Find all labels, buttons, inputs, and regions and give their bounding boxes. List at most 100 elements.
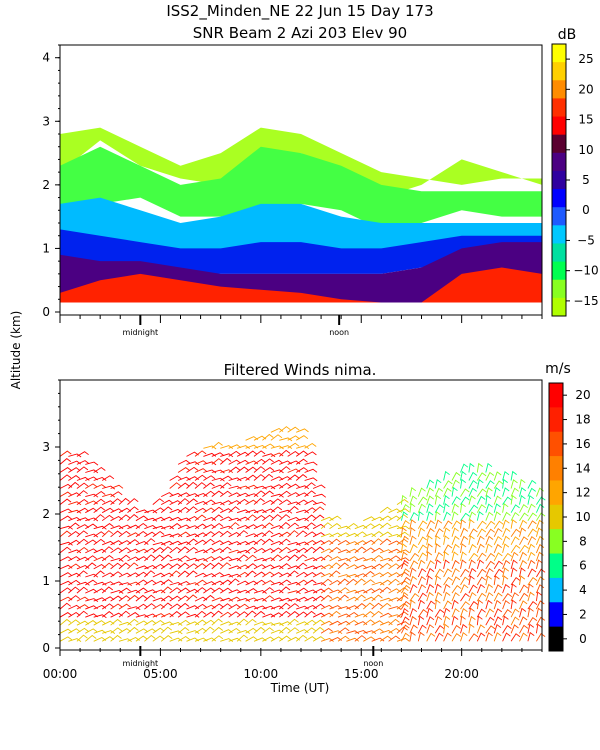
wind-barb — [270, 571, 283, 578]
wind-barb — [337, 635, 350, 642]
wind-barb — [443, 623, 450, 634]
wind-barb — [135, 540, 149, 546]
wind-barb — [279, 602, 291, 610]
wind-barb — [417, 536, 427, 546]
wind-barb — [211, 477, 225, 482]
x-axis-label: Time (UT) — [270, 681, 330, 695]
wind-barb — [211, 635, 224, 642]
snr-band-minus15 — [60, 127, 542, 198]
wind-barb — [262, 530, 274, 538]
wind-barb — [152, 635, 165, 642]
wind-barb — [443, 527, 451, 537]
wind-barb — [68, 467, 81, 473]
wind-barb — [295, 467, 309, 473]
wind-barb — [118, 621, 132, 626]
wind-barb — [85, 523, 98, 530]
snr-ytick-label: 1 — [42, 241, 50, 255]
wind-barb — [468, 480, 478, 489]
wind-barb — [279, 449, 291, 457]
wind-barb — [460, 623, 468, 634]
wind-barb — [493, 503, 501, 513]
wind-barb — [527, 583, 534, 594]
wind-barb — [417, 609, 428, 618]
wind-barb — [93, 506, 106, 514]
wind-barb — [152, 627, 165, 634]
wind-barb — [426, 503, 434, 513]
wind-barb — [253, 474, 266, 481]
wind-barb — [135, 635, 148, 642]
wind-barb — [468, 607, 475, 618]
wind-barb — [426, 535, 433, 545]
wind-barb — [59, 618, 72, 626]
wind-barb — [354, 635, 367, 642]
wind-barb — [169, 482, 181, 489]
wind-barb — [262, 587, 274, 594]
wind-barb — [510, 494, 517, 505]
wind-barb — [194, 549, 208, 554]
wind-barb — [535, 600, 545, 610]
wind-barb — [236, 629, 250, 634]
wind-barb — [493, 471, 502, 481]
wind-colorbar-label: 10 — [575, 510, 590, 524]
wind-barb — [194, 619, 207, 626]
wind-barb — [409, 599, 416, 610]
wind-barb — [493, 552, 503, 562]
wind-barb — [203, 619, 216, 626]
wind-barb — [379, 531, 393, 538]
wind-barb — [527, 551, 536, 562]
chart-title-line2: SNR Beam 2 Azi 203 Elev 90 — [193, 24, 407, 42]
wind-barb — [85, 539, 98, 546]
wind-barb — [160, 595, 173, 602]
wind-barb — [396, 514, 408, 522]
wind-barb — [400, 616, 410, 626]
wind-barb — [485, 471, 495, 481]
wind-barb — [253, 571, 266, 578]
wind-barb — [536, 568, 546, 578]
wind-barb — [388, 534, 402, 538]
wind-barb — [409, 502, 416, 513]
wind-barb — [451, 567, 460, 578]
wind-barb — [253, 466, 266, 473]
wind-barb — [468, 600, 479, 610]
wind-barb — [118, 514, 131, 522]
wind-barb — [493, 495, 502, 505]
wind-barb — [85, 476, 98, 481]
wind-barb — [493, 568, 504, 578]
wind-barb — [312, 493, 327, 498]
wind-barb — [152, 572, 166, 578]
wind-barb — [236, 530, 249, 538]
wind-barb — [236, 549, 251, 554]
wind-barb — [118, 540, 132, 546]
wind-barb — [245, 610, 257, 618]
wind-barb — [76, 530, 88, 538]
wind-barb — [228, 517, 242, 522]
wind-barb — [400, 535, 409, 545]
wind-barb — [203, 445, 217, 450]
wind-barb — [379, 635, 392, 642]
snr-colorbar-swatch — [552, 207, 566, 226]
wind-barb — [519, 512, 529, 521]
wind-barb — [59, 498, 72, 505]
wind-barb — [68, 579, 81, 586]
wind-barb — [476, 576, 487, 586]
wind-barb — [76, 604, 89, 610]
wind-barb — [118, 595, 131, 602]
wind-barb — [211, 572, 224, 578]
wind-barb — [287, 426, 300, 433]
snr-x-ticks — [59, 314, 543, 323]
wind-barb — [68, 638, 82, 642]
wind-barb — [451, 471, 461, 481]
wind-barb — [400, 527, 407, 537]
wind-barb — [270, 459, 284, 465]
wind-barb — [519, 536, 529, 546]
wind-barb — [177, 602, 190, 610]
wind-barb — [85, 493, 99, 498]
wind-barb — [270, 547, 283, 554]
wind-barb — [337, 594, 349, 602]
wind-barb — [468, 462, 475, 473]
wind-barb — [127, 498, 139, 505]
wind-barb — [519, 600, 528, 610]
wind-barb — [228, 621, 242, 626]
wind-barb — [295, 571, 309, 578]
